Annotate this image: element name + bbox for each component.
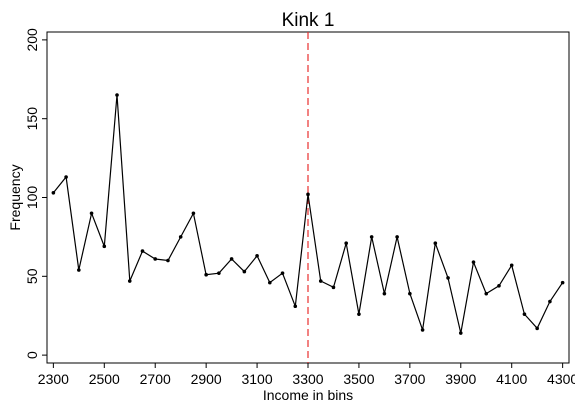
data-point (433, 241, 438, 246)
data-point (560, 280, 565, 285)
data-point (115, 93, 119, 97)
x-tick-label: 2500 (89, 371, 120, 387)
data-point (51, 190, 56, 195)
data-point (484, 291, 489, 296)
data-point (64, 175, 68, 179)
data-point (344, 241, 348, 246)
data-point (446, 276, 450, 280)
y-axis-label: Frequency (7, 164, 23, 230)
data-point (306, 192, 310, 197)
x-axis: 2300 2500 2700 2900 3100 3300 3500 3700 3900 4100… (38, 363, 575, 387)
data-point (382, 291, 387, 296)
data-series (51, 93, 565, 335)
data-point (458, 331, 463, 335)
data-point (548, 299, 552, 304)
x-tick-label: 2900 (191, 371, 222, 387)
data-point (191, 211, 196, 216)
data-point (497, 283, 501, 288)
data-point (293, 304, 298, 309)
data-point (217, 271, 221, 275)
data-point (395, 235, 399, 239)
chart-title: Kink 1 (282, 10, 335, 31)
data-point (178, 235, 183, 239)
data-point (331, 285, 336, 290)
data-point (140, 249, 145, 253)
data-point (77, 268, 81, 272)
y-axis: 0 50 100 150 200 (24, 28, 47, 359)
x-axis-label: Income in bins (263, 387, 353, 403)
x-tick-label: 3100 (241, 371, 272, 387)
data-point (471, 260, 476, 264)
data-point (535, 326, 539, 331)
x-tick-label: 3900 (445, 371, 476, 387)
data-point (522, 312, 527, 316)
data-point (229, 257, 234, 261)
y-tick-label: 150 (24, 107, 40, 131)
data-point (420, 328, 425, 332)
x-tick-label: 2300 (38, 371, 69, 387)
data-point (153, 257, 158, 261)
x-tick-label: 3700 (394, 371, 425, 387)
y-tick-label: 200 (24, 28, 40, 52)
data-point (318, 279, 323, 283)
data-point (204, 272, 208, 277)
x-tick-label: 3500 (343, 371, 374, 387)
data-point (89, 211, 94, 216)
y-tick-label: 0 (24, 351, 40, 359)
data-point (357, 312, 361, 316)
data-point (280, 271, 285, 275)
y-tick-label: 50 (24, 268, 40, 284)
x-tick-label: 4100 (496, 371, 527, 387)
data-point (127, 279, 132, 283)
data-point (369, 235, 374, 239)
data-point (166, 258, 170, 263)
data-point (408, 291, 412, 296)
y-tick-label: 100 (24, 186, 40, 210)
data-point (102, 244, 107, 249)
data-point (509, 263, 514, 268)
x-tick-label: 2700 (140, 371, 171, 387)
data-point (268, 280, 272, 285)
x-tick-label: 4300 (547, 371, 575, 387)
data-point (242, 269, 247, 274)
x-tick-label: 3300 (292, 371, 323, 387)
data-point (255, 254, 259, 258)
